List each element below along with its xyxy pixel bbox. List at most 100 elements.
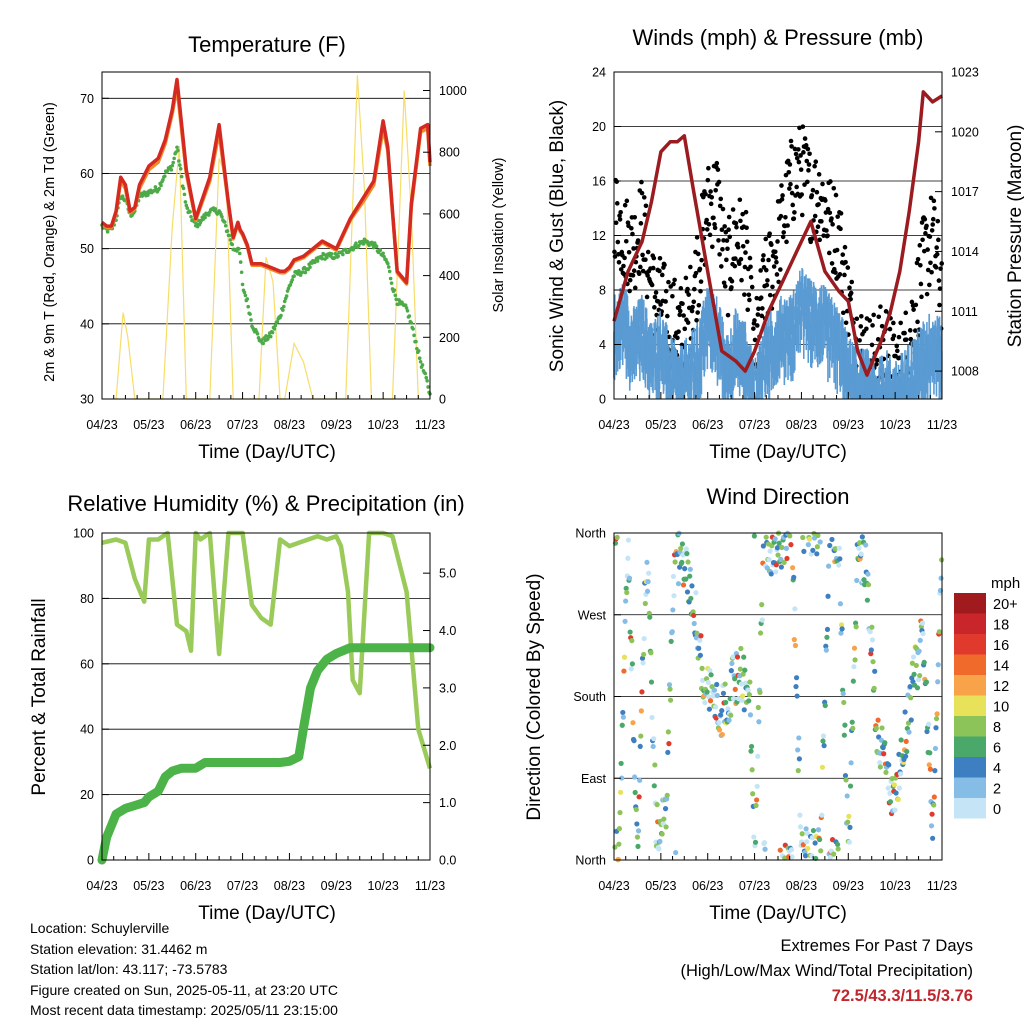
direction-point <box>688 595 694 602</box>
direction-point <box>865 571 871 577</box>
temperature-gridlines <box>102 97 430 325</box>
gust-point <box>657 255 663 261</box>
temperature-xtick-label: 07/23 <box>227 418 258 432</box>
gust-point <box>645 249 651 255</box>
gust-point <box>785 158 791 164</box>
direction-point <box>714 681 720 688</box>
direction-point <box>795 747 801 753</box>
direction-point <box>645 578 651 585</box>
direction-point <box>624 589 630 596</box>
gust-point <box>813 159 819 165</box>
direction-point <box>619 722 625 728</box>
direction-point <box>908 717 914 723</box>
dewpoint-point <box>386 265 391 269</box>
gust-point <box>685 286 690 292</box>
gust-point <box>913 302 919 308</box>
gust-point <box>843 259 848 265</box>
gust-point <box>740 211 745 217</box>
dewpoint-point <box>188 210 192 214</box>
direction-point <box>805 845 811 852</box>
direction-point <box>673 849 679 856</box>
direction-point <box>877 764 883 770</box>
gust-point <box>622 202 628 208</box>
direction-point <box>614 534 620 540</box>
winds-ytick-label: 16 <box>592 175 606 189</box>
gust-point <box>740 243 746 249</box>
direction-point <box>719 707 725 714</box>
direction-point <box>683 576 689 582</box>
gust-point <box>845 265 851 270</box>
gust-point <box>854 316 860 322</box>
gust-point <box>936 237 941 243</box>
direction-point <box>635 843 641 849</box>
gust-point <box>672 277 677 283</box>
direction-point <box>748 743 755 750</box>
gust-point <box>791 216 797 221</box>
dewpoint-point <box>374 244 379 249</box>
humidity-ytick-label: 20 <box>80 788 94 802</box>
direction-point <box>636 794 642 800</box>
humidity-ytick-label: 60 <box>80 657 94 671</box>
direction-point <box>819 764 826 770</box>
gust-point <box>847 285 852 290</box>
direction-point <box>841 732 847 738</box>
direction-point <box>927 766 933 772</box>
direction-point <box>669 629 675 635</box>
direction-point <box>883 769 889 775</box>
humidity-xtick-label: 05/23 <box>133 879 164 893</box>
direction-point <box>840 691 846 697</box>
direction-point <box>821 743 827 749</box>
gust-point <box>848 290 854 296</box>
direction-point <box>730 654 736 660</box>
gust-point <box>666 279 671 285</box>
dewpoint-point <box>266 337 270 341</box>
dewpoint-point <box>153 185 158 189</box>
gust-point <box>806 168 811 173</box>
dewpoint-point <box>378 248 383 253</box>
direction-point <box>654 802 660 808</box>
direction-point <box>789 854 795 860</box>
direction-point <box>757 689 763 695</box>
direction-point <box>920 631 926 637</box>
gust-point <box>726 227 731 233</box>
direction-point <box>742 680 748 686</box>
gust-point <box>826 250 832 256</box>
gust-point <box>769 242 774 248</box>
gust-point <box>773 255 779 260</box>
gust-point <box>925 247 930 252</box>
dewpoint-point <box>414 339 418 344</box>
gust-point <box>819 219 824 224</box>
direction-point <box>704 689 710 695</box>
direction-title: Wind Direction <box>706 484 849 509</box>
direction-point <box>682 566 688 572</box>
gust-point <box>645 273 650 278</box>
dewpoint-point <box>336 254 340 259</box>
temperature-title: Temperature (F) <box>188 32 346 57</box>
dewpoint-point <box>264 334 268 338</box>
direction-point <box>689 583 695 589</box>
gust-point <box>708 189 713 194</box>
gust-point <box>909 299 915 305</box>
gust-point <box>925 267 931 273</box>
gust-point <box>780 193 785 198</box>
direction-point <box>869 637 876 643</box>
direction-point <box>931 794 937 800</box>
humidity-xtick-label: 10/23 <box>368 879 399 893</box>
dewpoint-point <box>105 230 110 234</box>
gust-point <box>736 261 742 267</box>
gust-point <box>734 225 739 230</box>
gust-point <box>652 294 658 300</box>
direction-point <box>804 839 810 845</box>
temperature-ytick-label: 40 <box>80 317 94 331</box>
direction-point <box>706 706 713 712</box>
dewpoint-point <box>341 252 345 257</box>
gust-point <box>874 361 879 367</box>
direction-point <box>800 842 806 848</box>
dewpoint-point <box>159 183 163 188</box>
gust-point <box>812 163 817 169</box>
gust-point <box>639 190 645 196</box>
gust-point <box>920 237 925 243</box>
gust-point <box>883 309 889 314</box>
direction-point <box>850 678 856 684</box>
